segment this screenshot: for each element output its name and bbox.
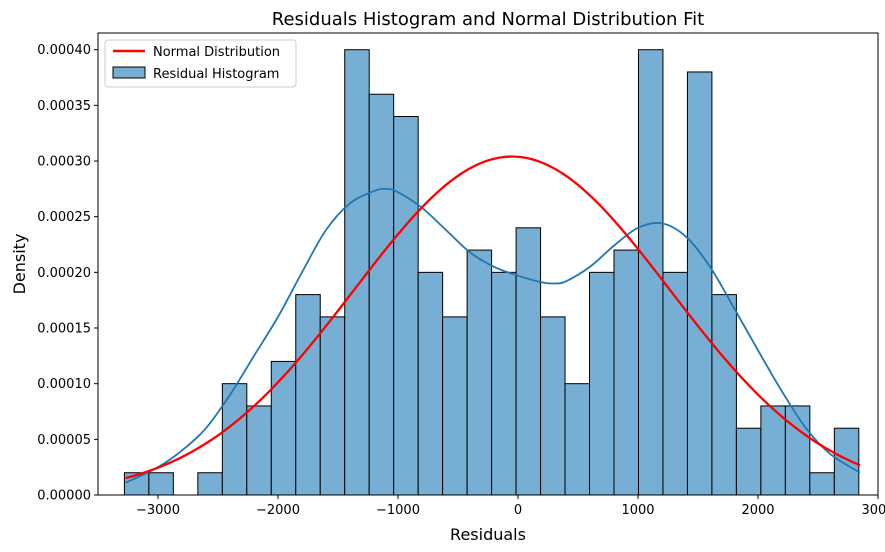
curve-layer: [125, 155, 861, 484]
x-axis-label: Residuals: [450, 525, 526, 544]
x-axis-ticks: −3000 −2000 −1000 0 1000 2000 3000: [136, 495, 885, 518]
y-tick-label: 0.00030: [37, 155, 91, 170]
normal-distribution-curve: [125, 155, 861, 480]
histogram-bar: [270, 360, 297, 496]
x-tick-label: −1000: [376, 503, 420, 518]
histogram-bar: [319, 316, 346, 496]
histogram-bar: [760, 405, 786, 496]
legend-histogram-swatch: [112, 66, 146, 79]
x-tick-label: 1000: [621, 503, 654, 518]
histogram-bar: [368, 93, 395, 496]
y-tick-label: 0.00040: [37, 43, 91, 58]
histogram-bar: [295, 294, 321, 496]
kde-curve: [125, 187, 861, 484]
x-tick-label: −3000: [136, 503, 180, 518]
legend: Normal Distribution Residual Histogram: [104, 39, 297, 88]
histogram-bars: [123, 49, 860, 496]
histogram-bar: [833, 427, 860, 496]
histogram-bar: [491, 271, 517, 496]
chart-title: Residuals Histogram and Normal Distribut…: [272, 9, 704, 30]
histogram-bar: [735, 427, 762, 496]
histogram-bar: [637, 49, 664, 496]
y-axis-label: Density: [10, 234, 29, 295]
histogram-bar: [221, 383, 248, 496]
histogram-bar: [393, 115, 419, 496]
histogram-bar: [417, 271, 444, 496]
plot-frame: [97, 32, 879, 496]
legend-normal-label: Normal Distribution: [153, 45, 280, 60]
y-tick-label: 0.00035: [37, 99, 91, 114]
histogram-bar: [148, 472, 174, 496]
histogram-bar: [662, 271, 688, 496]
histogram-bar: [613, 249, 639, 496]
histogram-bar: [809, 472, 835, 496]
histogram-bar: [589, 271, 615, 496]
y-tick-label: 0.00005: [37, 433, 91, 448]
y-tick-label: 0.00015: [37, 322, 91, 337]
y-tick-label: 0.00010: [37, 377, 91, 392]
histogram-bar: [466, 249, 493, 496]
x-tick-label: 2000: [741, 503, 774, 518]
legend-box: [104, 39, 297, 88]
histogram-bar: [784, 405, 811, 496]
x-tick-label: 0: [514, 503, 522, 518]
histogram-bar: [515, 227, 542, 496]
y-tick-label: 0.00025: [37, 210, 91, 225]
histogram-bar: [344, 49, 370, 496]
histogram-bar: [246, 405, 272, 496]
legend-histogram-label: Residual Histogram: [153, 67, 279, 82]
histogram-bar: [197, 472, 223, 496]
x-tick-label: 3000: [861, 503, 885, 518]
y-tick-label: 0.00000: [37, 489, 91, 504]
x-tick-label: −2000: [256, 503, 300, 518]
histogram-bar: [711, 294, 737, 496]
histogram-bar: [442, 316, 468, 496]
y-tick-label: 0.00020: [37, 266, 91, 281]
y-axis-ticks: 0.00000 0.00005 0.00010 0.00015 0.00020 0.000…: [37, 43, 98, 504]
histogram-bar: [540, 316, 566, 496]
histogram-bar: [686, 71, 713, 496]
histogram-bar: [564, 383, 591, 496]
